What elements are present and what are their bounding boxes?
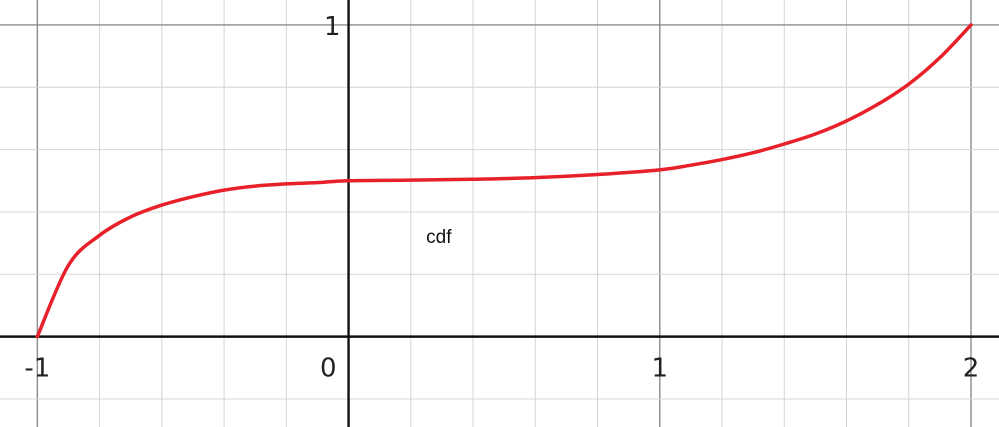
annotation-label: cdf: [426, 227, 452, 248]
x-tick-label: 0: [320, 354, 337, 384]
cdf-curve: [35, 23, 973, 339]
x-tick-label: 1: [652, 354, 669, 384]
y-tick-label: 1: [324, 12, 341, 42]
x-tick-label: -1: [24, 354, 50, 384]
x-tick-label: 2: [963, 354, 980, 384]
